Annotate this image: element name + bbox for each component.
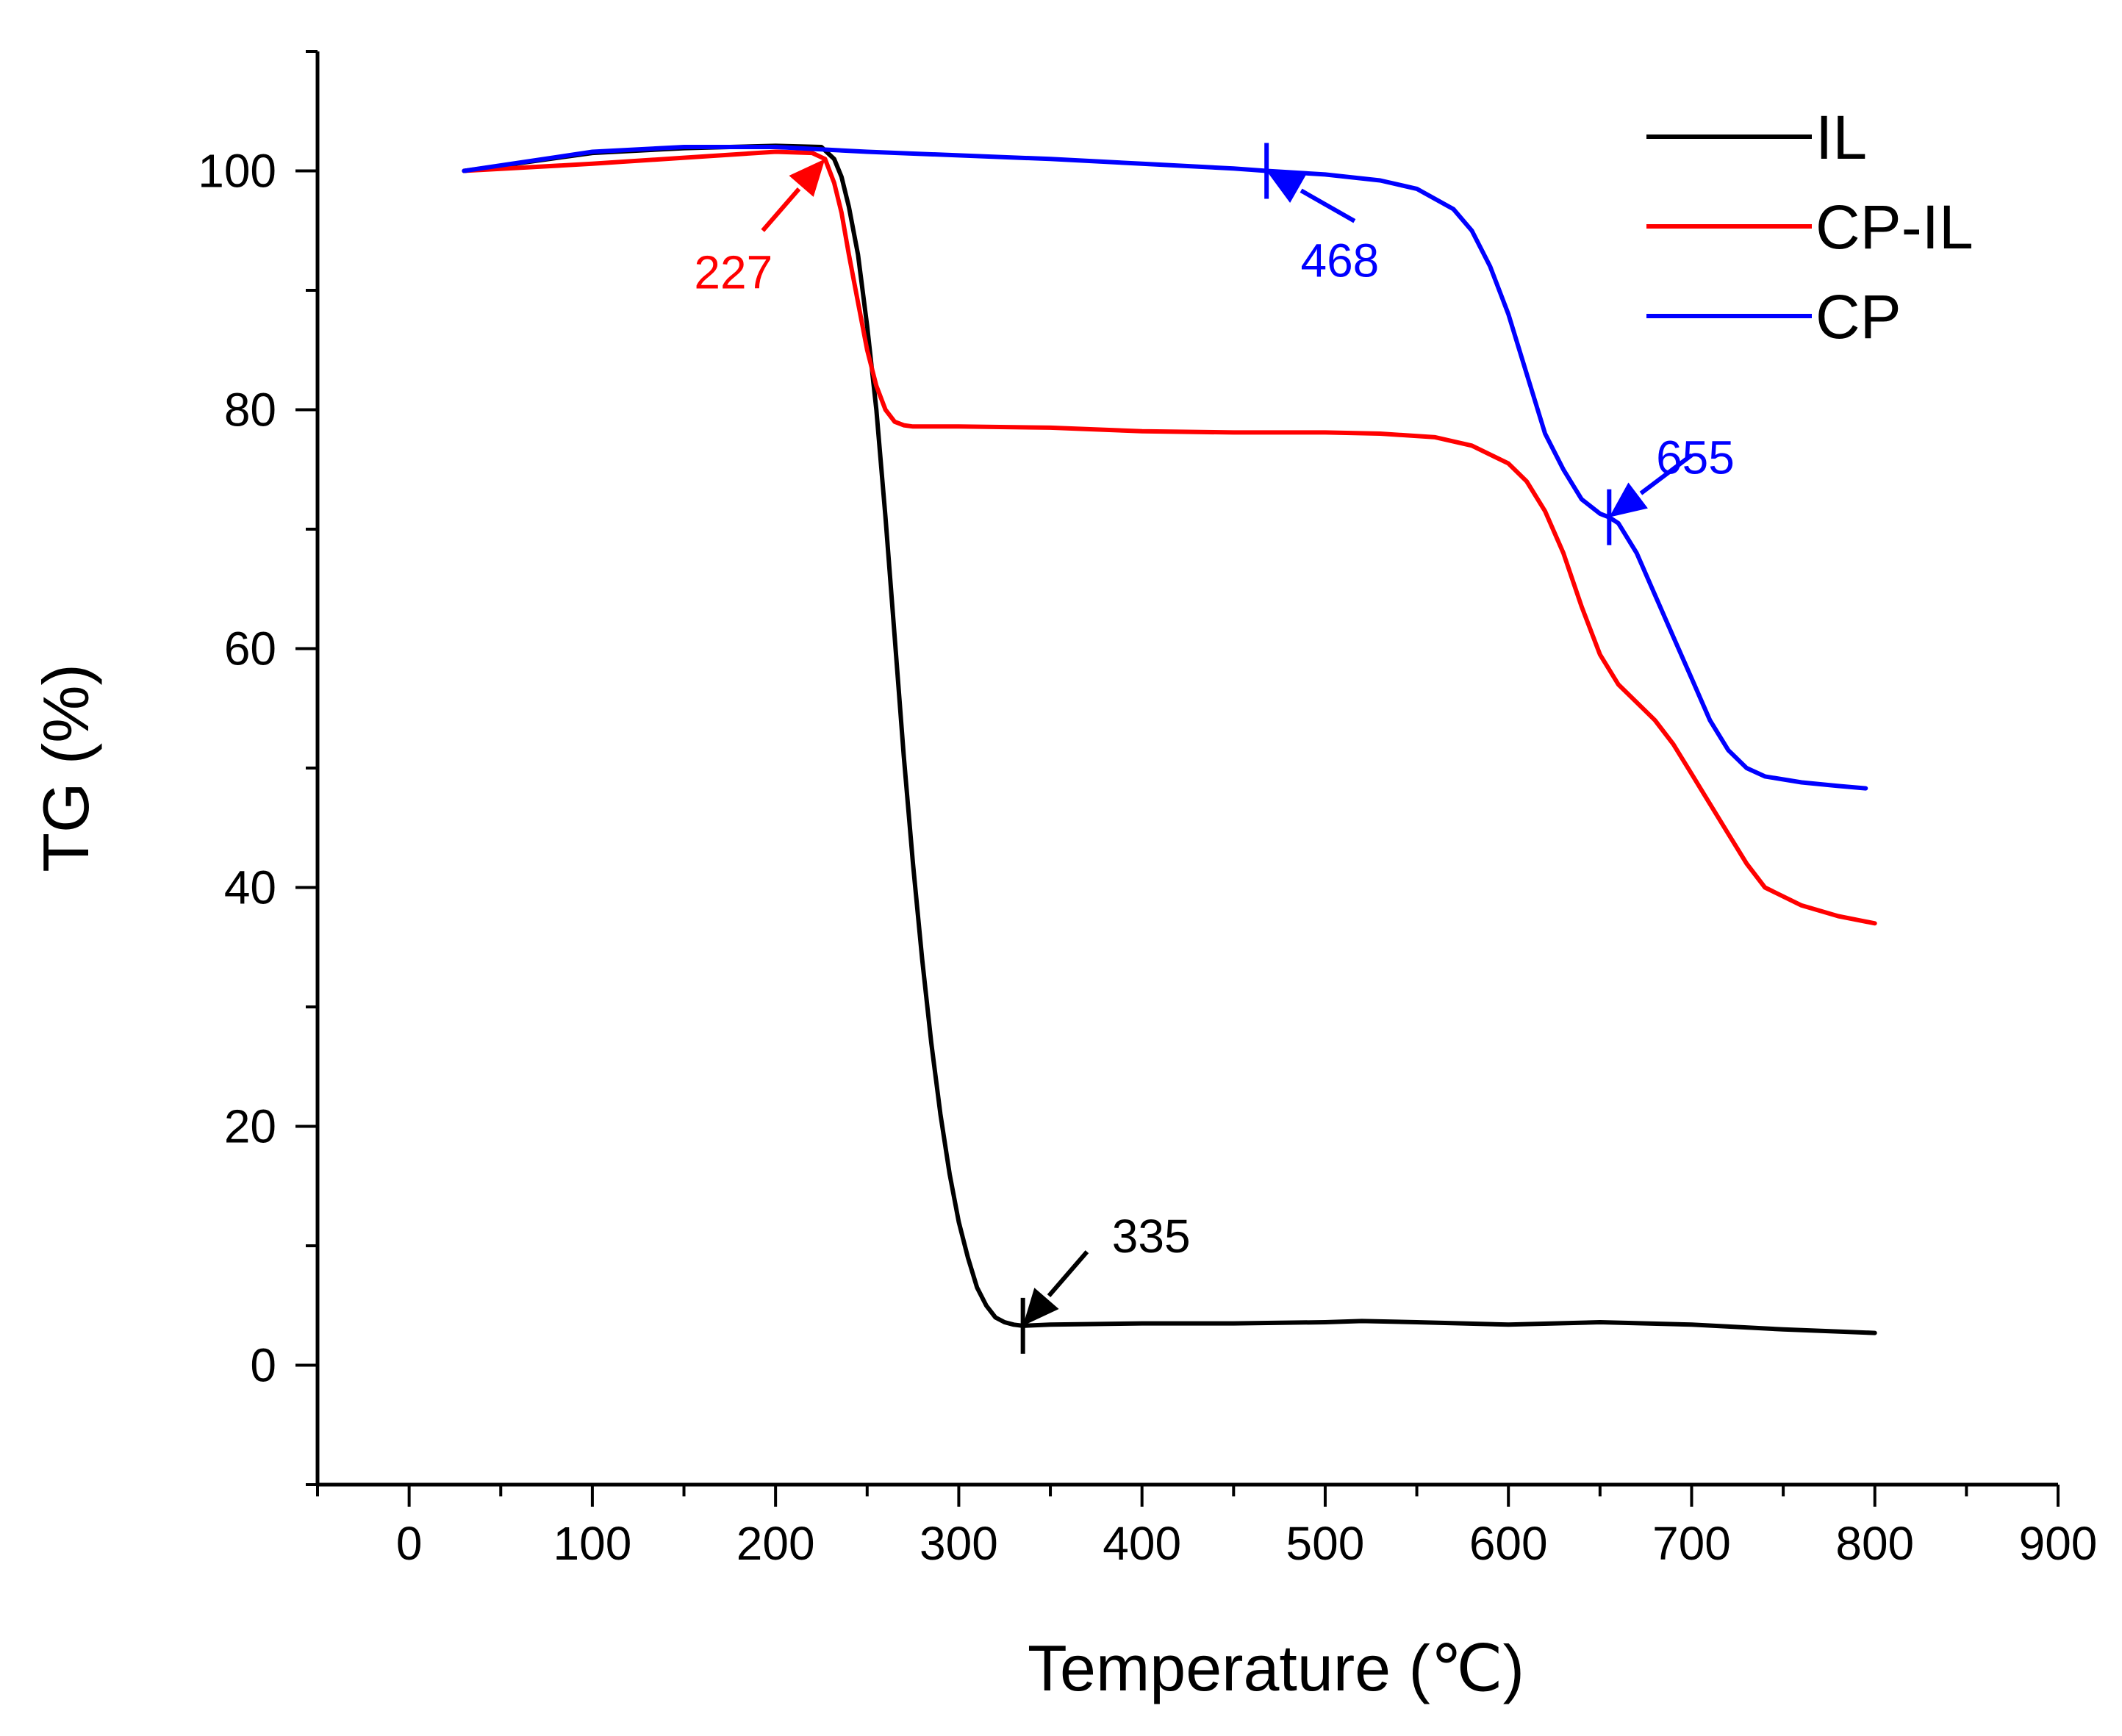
series-line-cp-il <box>462 149 1877 926</box>
y-tick-label: 40 <box>224 861 276 914</box>
x-tick-label: 300 <box>920 1517 998 1570</box>
annotation-arrowhead <box>1609 482 1648 517</box>
x-tick-label: 700 <box>1652 1517 1731 1570</box>
x-tick-label: 600 <box>1469 1517 1548 1570</box>
annotation-arrow <box>1639 453 1693 495</box>
series-line-il <box>462 143 1877 1335</box>
x-tick-label: 900 <box>2019 1517 2098 1570</box>
series-line-cp <box>462 145 1868 791</box>
annotation-arrow <box>761 187 801 232</box>
x-tick-label: 200 <box>736 1517 815 1570</box>
y-tick-label: 100 <box>198 145 276 198</box>
axes: 0 100 200 300 400 500 600 700 800 900 0 20 40 60 80 100 <box>198 50 2098 1570</box>
y-tick-label: 60 <box>224 623 276 675</box>
annotation-label: 655 <box>1656 431 1735 484</box>
x-tick-label: 100 <box>553 1517 632 1570</box>
x-tick-label: 800 <box>1835 1517 1914 1570</box>
series-layer <box>462 143 1877 1335</box>
y-tick-label: 0 <box>250 1339 276 1392</box>
legend-label-cp: CP <box>1815 282 1901 351</box>
annotation-arrowhead <box>1022 1288 1059 1326</box>
annotation-arrow <box>1300 188 1356 223</box>
y-tick-label: 20 <box>224 1100 276 1153</box>
x-tick-label: 400 <box>1103 1517 1181 1570</box>
legend-label-il: IL <box>1815 103 1867 172</box>
annotations-layer: 227 468 655 335 <box>694 143 1735 1354</box>
y-tick-label: 80 <box>224 384 276 437</box>
x-axis-title: Temperature (℃) <box>1028 1632 1524 1704</box>
x-tick-label: 500 <box>1286 1517 1365 1570</box>
legend-label-cp-il: CP-IL <box>1815 193 1974 262</box>
annotation-label: 227 <box>694 246 773 299</box>
x-tick-label: 0 <box>396 1517 423 1570</box>
annotation-arrow <box>1047 1250 1089 1298</box>
y-axis-title: TG (%) <box>29 664 102 872</box>
annotation-label: 468 <box>1300 234 1379 287</box>
annotation-arrowhead <box>1266 171 1306 204</box>
annotation-arrowhead <box>789 159 825 197</box>
legend: IL CP-IL CP <box>1646 103 1974 351</box>
annotation-label: 335 <box>1112 1210 1191 1263</box>
